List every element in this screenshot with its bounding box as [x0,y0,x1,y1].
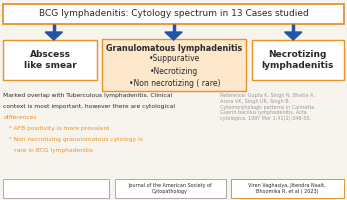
Text: rare in BCG lymphadenitis: rare in BCG lymphadenitis [3,148,93,153]
FancyBboxPatch shape [115,179,226,198]
Text: Journal of the American Society of
Cytopathology: Journal of the American Society of Cytop… [128,183,212,194]
Text: context is most important, however there are cytological: context is most important, however there… [3,104,176,109]
Text: Abscess
like smear: Abscess like smear [24,50,77,70]
Text: Necrotizing
lymphadenitis: Necrotizing lymphadenitis [261,50,334,70]
Text: Reference: Gupta K, Singh N, Bhatia A,
Arora VK, Singh UR, Singh B.
Cytomorpholo: Reference: Gupta K, Singh N, Bhatia A, A… [220,93,315,121]
Polygon shape [45,32,62,40]
Polygon shape [165,32,182,40]
FancyBboxPatch shape [102,39,246,91]
Text: •Suppurative: •Suppurative [149,54,200,63]
FancyBboxPatch shape [3,4,344,24]
Text: Granulomatous lymphadenitis: Granulomatous lymphadenitis [106,44,243,53]
Text: * AFB positivity is more prevalent: * AFB positivity is more prevalent [3,126,110,131]
FancyBboxPatch shape [3,40,97,80]
FancyBboxPatch shape [231,179,344,198]
FancyBboxPatch shape [252,40,344,80]
Polygon shape [285,32,302,40]
Text: * Non necrotizing granulomatous cytology is: * Non necrotizing granulomatous cytology… [3,137,143,142]
Text: Marked overlap with Tuberculous lymphadenitis. Clinical: Marked overlap with Tuberculous lymphade… [3,93,173,98]
Text: •Necrotizing: •Necrotizing [150,67,198,76]
Text: BCG lymphadenitis: Cytology spectrum in 13 Cases studied: BCG lymphadenitis: Cytology spectrum in … [39,9,308,19]
Text: Viren Vaghasiya, Jitendra Naait,
Bhoomika R, et al ( 2023): Viren Vaghasiya, Jitendra Naait, Bhoomik… [248,183,326,194]
Text: •Non necrotizing ( rare): •Non necrotizing ( rare) [129,79,220,88]
FancyBboxPatch shape [3,179,109,198]
Text: differences: differences [3,115,37,120]
